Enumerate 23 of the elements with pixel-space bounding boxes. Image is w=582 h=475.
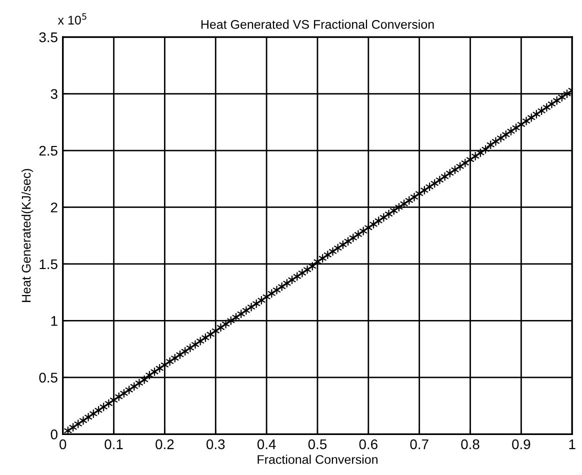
x-tick-label: 1 — [569, 440, 576, 450]
x-tick-label: 0.8 — [461, 439, 480, 450]
x-tick-label: 0.2 — [156, 439, 174, 450]
y-tick-label: 0 — [50, 429, 58, 440]
x-tick-label: 0.4 — [257, 439, 276, 450]
y-tick-label: 1.5 — [40, 259, 58, 270]
y-tick-label: 0.5 — [39, 372, 58, 383]
y-tick-label: 3.5 — [39, 32, 58, 42]
y-tick-label: 1 — [51, 316, 58, 326]
chart-title: Heat Generated VS Fractional Conversion — [201, 20, 434, 29]
x-axis-title: Fractional Conversion — [258, 454, 378, 464]
y-tick-label: 2 — [50, 202, 58, 212]
y-axis-title: Heat Generated(KJ/sec) — [21, 168, 34, 302]
x-tick-label: 0.3 — [206, 439, 225, 450]
x-tick-label: 0 — [60, 439, 66, 450]
text: x 10$^{5}$ — [58, 13, 86, 25]
y-tick-label: 3 — [50, 89, 58, 99]
x-tick-label: 0.6 — [359, 439, 378, 450]
x-tick-label: 0.1 — [104, 439, 123, 450]
x-tick-label: 0.5 — [308, 439, 327, 450]
x-tick-label: 0.9 — [512, 439, 530, 450]
x-tick-label: 0.7 — [410, 439, 428, 450]
y-tick-label: 2.5 — [39, 146, 58, 156]
